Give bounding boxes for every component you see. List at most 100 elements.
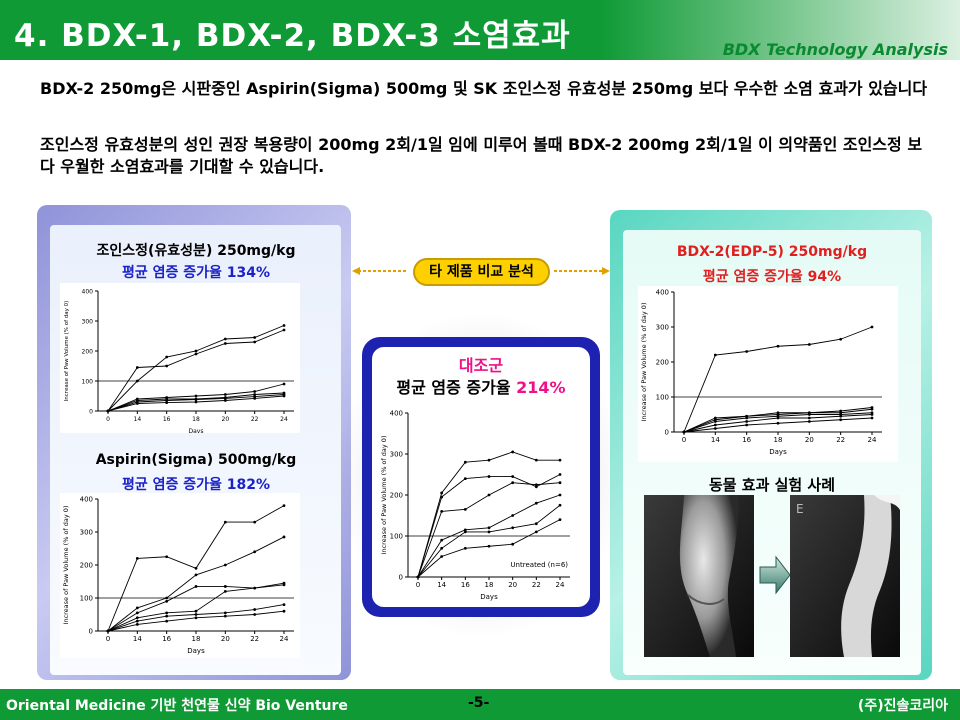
aspirin-x-tick-label: 16 <box>162 635 171 643</box>
aspirin-data-point <box>135 557 139 560</box>
bdx2-data-point <box>807 420 811 423</box>
bdx2-data-point <box>745 423 749 427</box>
aspirin-data-point <box>282 603 286 606</box>
bdx2-data-point <box>807 343 811 346</box>
bdx2-data-point <box>682 430 686 434</box>
aspirin-series-line <box>107 582 285 632</box>
photo-mark: E <box>796 502 804 516</box>
footer-tagline: Oriental Medicine 기반 천연물 신약 Bio Venture <box>6 698 348 714</box>
aspirin-data-point <box>282 581 286 585</box>
joins-data-point <box>253 397 257 400</box>
aspirin-data-point <box>194 566 198 570</box>
bdx2-data-point <box>807 413 811 416</box>
before-photo <box>644 495 754 657</box>
animal-experiment-photos: E <box>644 495 900 657</box>
control-x-axis-label: Days <box>480 593 498 601</box>
control-data-point <box>487 475 491 478</box>
control-data-point <box>558 473 562 476</box>
bdx2-x-tick-label: 24 <box>868 436 877 444</box>
bdx2-data-point <box>870 325 874 329</box>
aspirin-data-point <box>194 609 198 613</box>
aspirin-chart: 0 100 200 300 400 0 14 16 18 20 22 24 Days Increase o… <box>62 496 294 655</box>
aspirin-data-point <box>165 555 169 559</box>
aspirin-data-point <box>135 616 139 620</box>
control-y-tick-label: 200 <box>390 492 403 500</box>
control-y-axis-label: Increase of Paw Volume (% of day 0) <box>380 436 388 555</box>
bdx2-data-point <box>745 420 749 423</box>
control-chart: 0 100 200 300 400 0 14 16 18 20 22 24 Days Increase o… <box>380 410 570 601</box>
control-data-point <box>440 491 444 495</box>
control-data-point <box>558 518 562 521</box>
bdx2-chart-title: BDX-2(EDP-5) 250mg/kg <box>676 244 868 260</box>
control-x-tick-label: 20 <box>508 581 517 589</box>
joins-data-point <box>282 328 286 332</box>
joins-data-point <box>106 409 110 413</box>
aspirin-data-point <box>282 609 286 613</box>
joins-y-tick-label: 100 <box>82 379 94 386</box>
joins-data-point <box>135 379 139 383</box>
photo-section-title: 동물 효과 실험 사례 <box>708 476 836 494</box>
bdx2-data-point <box>776 416 780 420</box>
aspirin-data-point <box>135 606 139 610</box>
aspirin-data-point <box>194 616 198 620</box>
control-data-point <box>440 510 444 513</box>
right-arrow-icon <box>759 555 791 595</box>
aspirin-data-point <box>223 520 227 524</box>
aspirin-y-tick-label: 100 <box>80 595 93 603</box>
aspirin-data-point <box>194 573 198 577</box>
control-data-point <box>463 546 467 550</box>
bdx2-data-point <box>745 350 749 353</box>
control-stat-label: 평균 염증 증가율 <box>396 378 511 397</box>
page-subtitle: BDX Technology Analysis <box>722 40 948 59</box>
bdx2-data-point <box>745 416 749 420</box>
aspirin-series-line <box>107 584 285 632</box>
joins-data-point <box>223 342 227 345</box>
bdx2-data-point <box>713 427 717 430</box>
joins-x-tick-label: 18 <box>192 416 200 423</box>
bdx2-data-point <box>870 413 874 416</box>
bdx2-x-tick-label: 14 <box>711 436 720 444</box>
joins-chart: 0 100 200 300 400 0 14 16 18 20 22 24 Days Increase o… <box>64 289 294 433</box>
joins-data-point <box>165 399 169 402</box>
joins-x-tick-label: 22 <box>251 416 259 423</box>
aspirin-y-tick-label: 200 <box>80 562 93 570</box>
bdx2-x-tick-label: 0 <box>682 436 686 444</box>
joins-data-point <box>135 402 139 405</box>
aspirin-x-tick-label: 18 <box>192 635 201 643</box>
joins-data-point <box>194 352 198 356</box>
bdx2-y-axis-label: Increase of Paw Volume (% of day 0) <box>640 303 648 422</box>
bdx2-data-point <box>870 407 874 411</box>
bdx2-y-tick-label: 0 <box>665 429 669 437</box>
aspirin-data-point <box>165 614 169 618</box>
bdx2-y-tick-label: 200 <box>656 359 669 367</box>
joins-y-tick-label: 0 <box>89 409 93 416</box>
aspirin-data-point <box>253 608 257 611</box>
control-data-point <box>487 458 491 462</box>
page-number: -5- <box>468 695 490 711</box>
aspirin-data-point <box>165 611 169 615</box>
comparison-badge: 타 제품 비교 분석 <box>413 258 550 286</box>
joins-data-point <box>194 394 198 398</box>
joins-data-point <box>165 355 169 359</box>
control-data-point <box>487 544 491 548</box>
control-data-point <box>463 528 467 532</box>
control-data-point <box>558 458 562 462</box>
bdx2-stat-value: 94% <box>807 269 842 285</box>
aspirin-data-point <box>194 585 198 588</box>
control-data-point <box>534 483 538 487</box>
aspirin-chart-title: Aspirin(Sigma) 500mg/kg <box>95 452 297 468</box>
control-data-point <box>416 575 420 579</box>
intro-paragraph-1: BDX-2 250mg은 시판중인 Aspirin(Sigma) 500mg 및… <box>40 79 928 98</box>
company-name: (주)진솔코리아 <box>857 698 948 714</box>
aspirin-stat: 평균 염증 증가율 182% <box>55 474 337 494</box>
header-gradient <box>600 0 960 60</box>
aspirin-data-point <box>165 596 169 600</box>
aspirin-data-point <box>223 614 227 618</box>
aspirin-data-point <box>253 520 257 524</box>
control-data-point <box>534 485 538 489</box>
control-stat-value: 214% <box>516 378 566 397</box>
joins-data-point <box>253 340 257 344</box>
aspirin-x-tick-label: 20 <box>221 635 230 643</box>
joins-x-axis-label: Days <box>189 428 204 433</box>
intro-paragraph-2: 조인스정 유효성분의 성인 권장 복용량이 200mg 2회/1일 임에 미루어… <box>40 135 923 176</box>
